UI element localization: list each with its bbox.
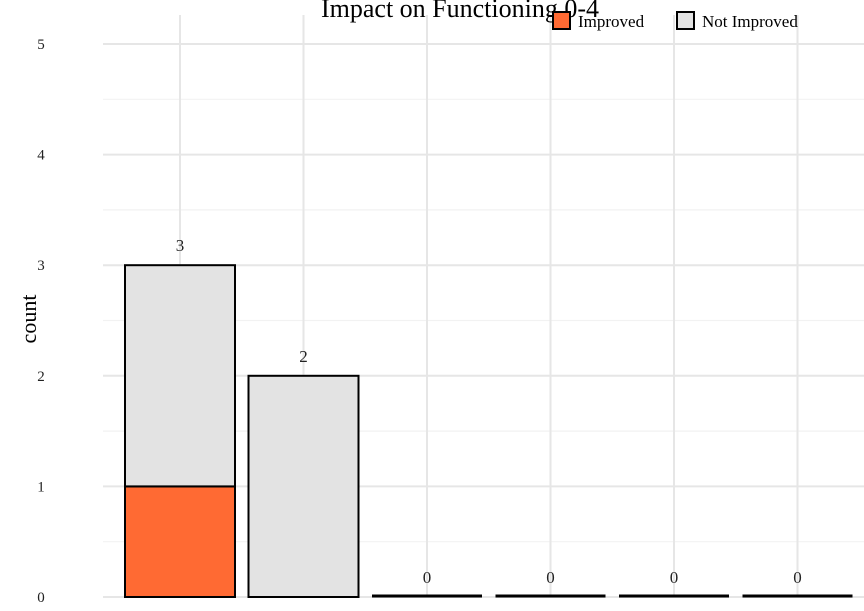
bar-total-label: 2 (299, 347, 308, 366)
y-tick-label: 2 (37, 369, 45, 385)
y-tick-label: 1 (37, 479, 45, 495)
y-axis-title: count (16, 295, 41, 344)
data-labels: 3 2 0 0 0 0 (176, 236, 802, 587)
y-tick-label: 4 (37, 148, 45, 164)
bar-total-label: 0 (793, 568, 802, 587)
y-tick-label: 3 (37, 258, 45, 274)
bars (124, 264, 853, 598)
legend-label: Not Improved (702, 12, 798, 31)
bar-segment (124, 264, 236, 488)
bar-total-label: 0 (423, 568, 432, 587)
bar-segment (124, 485, 236, 598)
legend: Improved Not Improved (552, 11, 798, 31)
legend-swatch (676, 11, 695, 30)
y-tick-label: 5 (37, 37, 45, 53)
y-axis-ticks: 0 1 2 3 4 5 (37, 37, 45, 606)
legend-swatch (552, 11, 571, 30)
bar-segment (247, 374, 360, 598)
y-tick-label: 0 (37, 590, 45, 606)
bar-total-label: 0 (546, 568, 555, 587)
legend-label: Improved (578, 12, 645, 31)
bar-total-label: 0 (670, 568, 679, 587)
chart-title: Impact on Functioning 0-4 (321, 0, 599, 23)
bar-total-label: 3 (176, 236, 185, 255)
